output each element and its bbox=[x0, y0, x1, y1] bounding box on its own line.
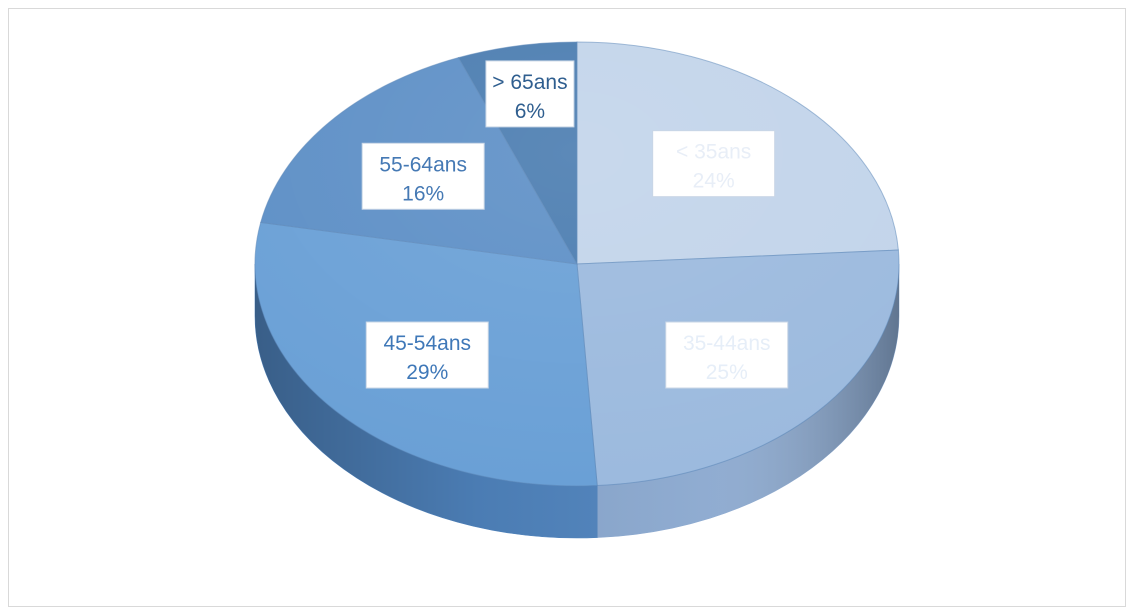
data-label-category: 45-54ans bbox=[383, 332, 471, 355]
data-label-category: > 65ans bbox=[492, 71, 567, 94]
data-label-category: 35-44ans bbox=[683, 332, 771, 355]
pie-labels: < 35ans 24% 35-44ans 25% 45-54ans 29% 55-64ans… bbox=[361, 60, 789, 389]
data-label-65ans: > 65ans 6% bbox=[485, 60, 575, 128]
pie-side-shading bbox=[255, 264, 899, 538]
data-label-box bbox=[485, 60, 575, 128]
data-label-box bbox=[665, 321, 789, 389]
data-label-percent: 24% bbox=[693, 170, 735, 193]
data-label-box bbox=[361, 142, 485, 210]
data-label-percent: 16% bbox=[402, 182, 444, 205]
data-label-percent: 6% bbox=[515, 100, 545, 123]
data-label-box bbox=[365, 321, 489, 389]
data-label-category: < 35ans bbox=[676, 141, 751, 164]
data-label-category: 55-64ans bbox=[379, 153, 467, 176]
data-label-55-64ans: 55-64ans 16% bbox=[361, 142, 485, 210]
data-label-45-54ans: 45-54ans 29% bbox=[365, 321, 489, 389]
data-label-35-44ans: 35-44ans 25% bbox=[665, 321, 789, 389]
pie-slices bbox=[254, 41, 900, 487]
data-label-percent: 29% bbox=[406, 361, 448, 384]
data-label-percent: 25% bbox=[706, 361, 748, 384]
data-label-35ans: < 35ans 24% bbox=[652, 130, 776, 198]
data-label-box bbox=[652, 130, 776, 198]
pie-gloss bbox=[255, 42, 899, 486]
